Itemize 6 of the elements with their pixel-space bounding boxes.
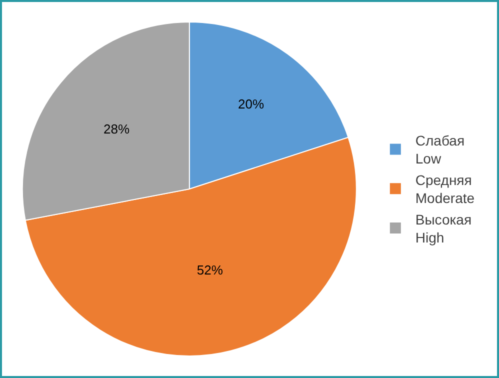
data-label: 52% [196, 262, 224, 278]
data-label: 28% [103, 121, 130, 136]
legend-label: Слабая Low [415, 132, 465, 167]
legend-label: Высокая High [415, 211, 472, 246]
legend-label: Средняя Moderate [415, 172, 475, 206]
data-label: 20% [238, 96, 264, 112]
